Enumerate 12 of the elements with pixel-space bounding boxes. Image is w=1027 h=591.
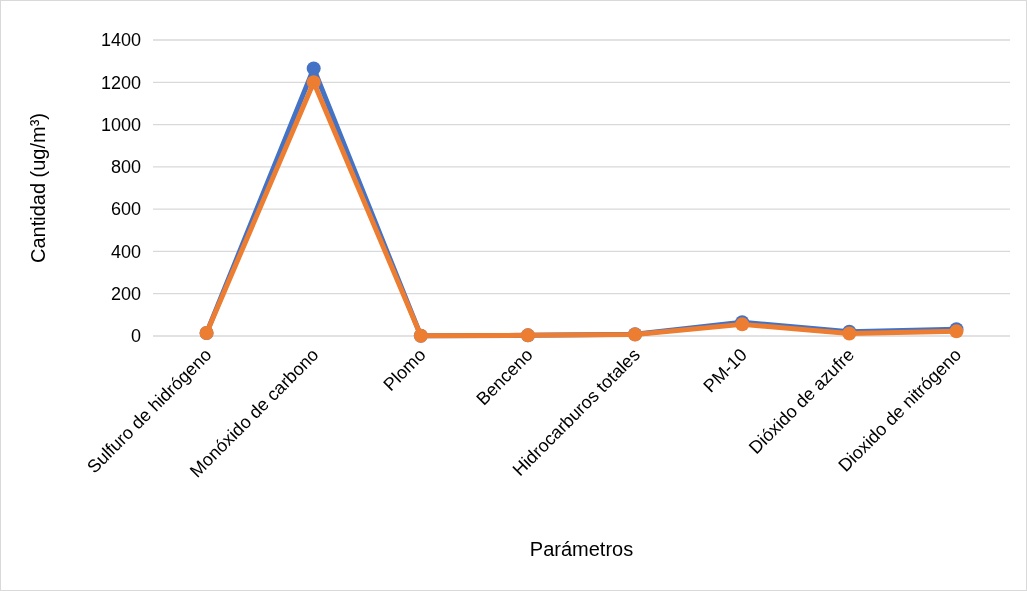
point [306, 61, 321, 76]
y-axis-title: Cantidad (ug/m³) [27, 112, 49, 264]
y-tick-label: 200 [110, 284, 141, 305]
y-tick-label: 1200 [100, 72, 141, 93]
y-tick-label: 1400 [100, 30, 141, 51]
y-tick-label: 1000 [100, 114, 141, 135]
x-axis-title: Parámetros [529, 538, 634, 560]
y-tick-label: 800 [110, 157, 141, 178]
y-tick-label: 600 [110, 199, 141, 220]
y-tick-label: 0 [130, 326, 141, 347]
y-tick-label: 400 [110, 241, 141, 262]
point [306, 75, 321, 90]
